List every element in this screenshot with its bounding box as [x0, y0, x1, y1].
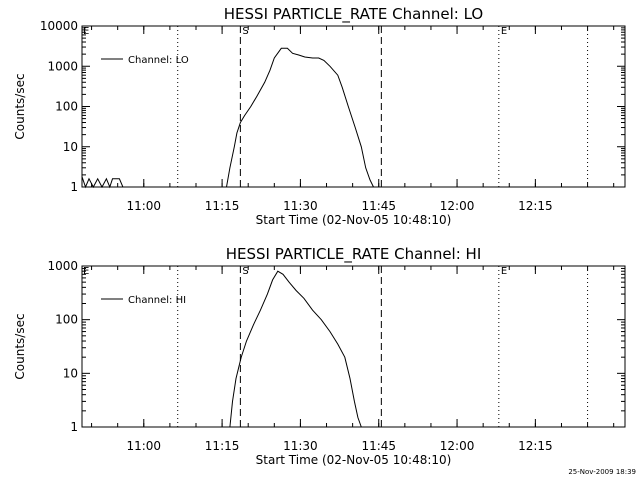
panel-2-x-tick-label: 11:15	[205, 439, 240, 453]
panel-2-x-tick-label: 12:15	[518, 439, 553, 453]
panel-2-title: HESSI PARTICLE_RATE Channel: HI	[226, 245, 482, 264]
panel-2-x-tick-label: 12:00	[440, 439, 475, 453]
panel-1-legend-label: Channel: LO	[128, 55, 189, 66]
panel-1-y-tick-label: 100	[55, 100, 78, 114]
timestamp-footer: 25-Nov-2009 18:39	[568, 468, 636, 476]
panel-1-marker-label: E	[501, 26, 507, 37]
panel-1-x-tick-label: 11:45	[361, 199, 396, 213]
panel-1-series-line	[81, 47, 374, 189]
panel-2-y-tick-label: 10	[63, 366, 78, 380]
panel-1-x-axis-label: Start Time (02-Nov-05 10:48:10)	[256, 213, 452, 227]
panel-1-x-tick-label: 11:30	[283, 199, 318, 213]
panel-1-y-axis-label: Counts/sec	[13, 73, 27, 139]
panel-2-legend-label: Channel: HI	[128, 295, 186, 306]
panel-1-plot-frame	[81, 25, 626, 188]
panel-2-plot-frame	[81, 265, 626, 428]
panel-2-y-tick-label: 100	[55, 313, 78, 327]
panel-1-title: HESSI PARTICLE_RATE Channel: LO	[224, 5, 483, 24]
panel-1-y-tick-label: 1000	[47, 59, 78, 73]
panel-1-y-tick-label: 1	[70, 180, 78, 194]
panel-1-y-tick-label: 10000	[40, 19, 78, 33]
panel-2-chart: HESSI PARTICLE_RATE Channel: HI 11:00 11:1…	[13, 245, 626, 467]
panel-2-x-tick-label: 11:00	[126, 439, 161, 453]
panel-2-marker-label: S	[242, 266, 248, 277]
panel-1-x-tick-label: 11:00	[126, 199, 161, 213]
panel-2-y-tick-label: 1	[70, 420, 78, 434]
panel-2-marker-label: E	[501, 266, 507, 277]
panel-1-x-tick-label: 11:15	[205, 199, 240, 213]
panel-2-x-tick-label: 11:45	[361, 439, 396, 453]
panel-2-y-axis-label: Counts/sec	[13, 313, 27, 379]
panel-1-y-tick-label: 10	[63, 140, 78, 154]
panel-2-y-tick-label: 1000	[47, 259, 78, 273]
panel-1-x-tick-label: 12:00	[440, 199, 475, 213]
panel-2-x-tick-label: 11:30	[283, 439, 318, 453]
panel-2-x-axis-label: Start Time (02-Nov-05 10:48:10)	[256, 453, 452, 467]
panel-2-corner-label: E	[83, 266, 89, 277]
panel-1-marker-label: S	[242, 26, 248, 37]
panel-2-series-line	[229, 270, 362, 428]
panel-1-x-tick-label: 12:15	[518, 199, 553, 213]
panel-1-corner-label: E	[83, 26, 89, 37]
panel-1-chart: HESSI PARTICLE_RATE Channel: LO 11:00 11:1…	[13, 5, 626, 227]
